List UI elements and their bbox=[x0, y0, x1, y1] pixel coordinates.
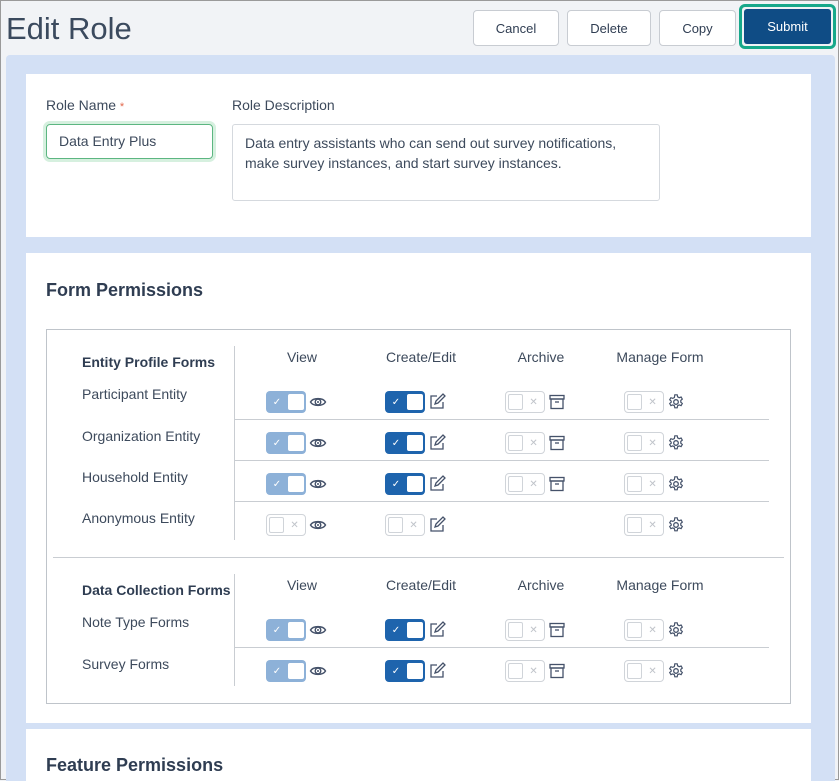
edit-icon bbox=[428, 434, 446, 452]
permission-toggle-create-edit[interactable]: ✓ bbox=[385, 391, 425, 413]
archive-icon bbox=[548, 475, 566, 493]
role-name-input[interactable]: Data Entry Plus bbox=[46, 124, 213, 159]
edit-icon bbox=[428, 621, 446, 639]
column-header: Manage Form bbox=[616, 577, 704, 593]
feature-permissions-title: Feature Permissions bbox=[46, 755, 224, 775]
section-title: Entity Profile Forms bbox=[82, 354, 216, 370]
archive-icon bbox=[548, 662, 566, 680]
edit-icon bbox=[428, 393, 446, 411]
gear-icon bbox=[667, 621, 685, 639]
permission-toggle-manage-form[interactable]: ✕ bbox=[624, 514, 664, 536]
permission-toggle-view[interactable]: ✓ bbox=[266, 660, 306, 682]
permission-toggle-view[interactable]: ✓ bbox=[266, 473, 306, 495]
permission-toggle-manage-form[interactable]: ✕ bbox=[624, 473, 664, 495]
column-header: View bbox=[286, 577, 318, 593]
gear-icon bbox=[667, 434, 685, 452]
copy-button[interactable]: Copy bbox=[659, 10, 736, 46]
role-name-label: Role Name * bbox=[46, 97, 124, 113]
row-label: Note Type Forms bbox=[82, 614, 190, 630]
column-header: Archive bbox=[517, 349, 565, 365]
role-name-label-text: Role Name bbox=[46, 97, 117, 113]
row-divider bbox=[234, 647, 769, 648]
permission-toggle-view[interactable]: ✕ bbox=[266, 514, 306, 536]
edit-icon bbox=[428, 475, 446, 493]
row-divider bbox=[234, 419, 769, 420]
permission-toggle-archive[interactable]: ✕ bbox=[505, 473, 545, 495]
eye-icon bbox=[309, 393, 327, 411]
permission-toggle-create-edit[interactable]: ✓ bbox=[385, 660, 425, 682]
permission-toggle-manage-form[interactable]: ✕ bbox=[624, 432, 664, 454]
permission-toggle-create-edit[interactable]: ✕ bbox=[385, 514, 425, 536]
permission-toggle-manage-form[interactable]: ✕ bbox=[624, 660, 664, 682]
form-permissions-title: Form Permissions bbox=[46, 280, 204, 300]
permission-toggle-archive[interactable]: ✕ bbox=[505, 660, 545, 682]
row-label: Participant Entity bbox=[82, 386, 188, 402]
permission-toggle-archive[interactable]: ✕ bbox=[505, 619, 545, 641]
delete-button[interactable]: Delete bbox=[567, 10, 651, 46]
archive-icon bbox=[548, 621, 566, 639]
edit-icon bbox=[428, 662, 446, 680]
column-divider bbox=[234, 346, 235, 540]
row-label: Household Entity bbox=[82, 469, 188, 485]
section-divider bbox=[53, 557, 784, 558]
permission-toggle-view[interactable]: ✓ bbox=[266, 619, 306, 641]
eye-icon bbox=[309, 662, 327, 680]
required-mark: * bbox=[119, 101, 125, 113]
permission-toggle-archive[interactable]: ✕ bbox=[505, 432, 545, 454]
column-divider bbox=[234, 574, 235, 686]
section-title: Data Collection Forms bbox=[82, 582, 231, 598]
role-info-card bbox=[26, 74, 811, 237]
column-header: Manage Form bbox=[616, 349, 704, 365]
permission-toggle-create-edit[interactable]: ✓ bbox=[385, 432, 425, 454]
column-header: Create/Edit bbox=[385, 577, 457, 593]
permission-toggle-create-edit[interactable]: ✓ bbox=[385, 619, 425, 641]
gear-icon bbox=[667, 475, 685, 493]
eye-icon bbox=[309, 516, 327, 534]
edit-icon bbox=[428, 516, 446, 534]
eye-icon bbox=[309, 475, 327, 493]
gear-icon bbox=[667, 393, 685, 411]
role-description-textarea[interactable]: Data entry assistants who can send out s… bbox=[232, 124, 660, 201]
permission-toggle-view[interactable]: ✓ bbox=[266, 391, 306, 413]
permission-toggle-archive[interactable]: ✕ bbox=[505, 391, 545, 413]
eye-icon bbox=[309, 434, 327, 452]
eye-icon bbox=[309, 621, 327, 639]
form-permissions-table bbox=[46, 329, 791, 704]
submit-focus-ring: Submit bbox=[739, 4, 836, 49]
row-label: Organization Entity bbox=[82, 428, 201, 444]
permission-toggle-create-edit[interactable]: ✓ bbox=[385, 473, 425, 495]
cancel-button[interactable]: Cancel bbox=[473, 10, 559, 46]
column-header: Create/Edit bbox=[385, 349, 457, 365]
submit-button[interactable]: Submit bbox=[744, 9, 831, 44]
permission-toggle-view[interactable]: ✓ bbox=[266, 432, 306, 454]
archive-icon bbox=[548, 434, 566, 452]
row-divider bbox=[234, 501, 769, 502]
column-header: View bbox=[286, 349, 318, 365]
feature-permissions-card bbox=[26, 729, 811, 781]
archive-icon bbox=[548, 393, 566, 411]
gear-icon bbox=[667, 516, 685, 534]
permission-toggle-manage-form[interactable]: ✕ bbox=[624, 619, 664, 641]
gear-icon bbox=[667, 662, 685, 680]
column-header: Archive bbox=[517, 577, 565, 593]
row-divider bbox=[234, 460, 769, 461]
row-label: Survey Forms bbox=[82, 656, 170, 672]
role-description-label: Role Description bbox=[232, 97, 335, 113]
row-label: Anonymous Entity bbox=[82, 510, 195, 526]
permission-toggle-manage-form[interactable]: ✕ bbox=[624, 391, 664, 413]
page-title: Edit Role bbox=[6, 11, 132, 46]
